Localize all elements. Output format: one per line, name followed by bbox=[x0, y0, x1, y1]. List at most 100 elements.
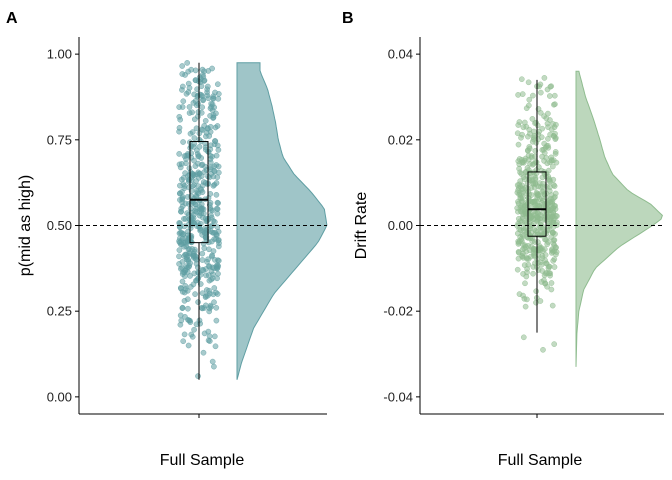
data-point bbox=[187, 130, 194, 137]
data-point bbox=[199, 266, 206, 273]
data-point bbox=[179, 278, 186, 285]
data-point bbox=[547, 159, 553, 166]
data-point bbox=[515, 92, 521, 98]
data-point bbox=[521, 119, 528, 126]
data-point bbox=[214, 275, 220, 282]
data-point bbox=[191, 91, 198, 98]
data-point bbox=[191, 157, 197, 164]
x-axis-title: Full Sample bbox=[160, 452, 245, 469]
data-point bbox=[546, 93, 553, 99]
data-point bbox=[214, 174, 221, 181]
panel-tag: A bbox=[6, 10, 18, 27]
data-point bbox=[205, 95, 212, 102]
data-point bbox=[200, 349, 207, 356]
y-tick-label: -0.04 bbox=[383, 389, 413, 404]
data-point bbox=[525, 156, 532, 163]
data-point bbox=[207, 123, 214, 130]
data-point bbox=[213, 180, 220, 186]
data-point bbox=[210, 218, 217, 224]
data-point bbox=[525, 79, 532, 86]
data-point bbox=[207, 156, 214, 162]
y-tick-label: 0.50 bbox=[47, 218, 72, 233]
data-point bbox=[214, 206, 221, 212]
data-point bbox=[195, 153, 202, 160]
data-point bbox=[191, 326, 197, 333]
data-point bbox=[204, 89, 210, 96]
data-point bbox=[537, 89, 544, 96]
data-point bbox=[192, 291, 198, 297]
data-point bbox=[187, 317, 193, 324]
data-point bbox=[184, 296, 191, 303]
data-point bbox=[189, 109, 195, 116]
data-point bbox=[518, 76, 525, 83]
data-point bbox=[186, 165, 193, 172]
panel-a: A 0.00 0.25 0.50 0.75 1.00 Full Sample p(mid as… bbox=[6, 10, 328, 469]
data-point bbox=[187, 205, 194, 212]
data-point bbox=[195, 190, 202, 197]
data-points bbox=[176, 60, 222, 379]
data-point bbox=[214, 123, 221, 129]
data-point bbox=[544, 269, 550, 276]
y-tick-label: 0.25 bbox=[47, 304, 72, 319]
data-point bbox=[204, 83, 211, 90]
data-point bbox=[181, 331, 188, 338]
data-point bbox=[532, 202, 539, 209]
data-point bbox=[179, 63, 186, 69]
data-point bbox=[185, 258, 192, 264]
data-point bbox=[198, 162, 205, 169]
data-point bbox=[213, 317, 220, 324]
data-point bbox=[530, 216, 537, 222]
data-point bbox=[518, 219, 525, 225]
data-point bbox=[186, 104, 193, 110]
data-point bbox=[546, 177, 553, 184]
data-point bbox=[195, 299, 201, 305]
data-point bbox=[548, 192, 555, 198]
data-point bbox=[213, 191, 220, 198]
panel-tag: B bbox=[342, 10, 354, 27]
data-point bbox=[541, 158, 547, 164]
data-point bbox=[206, 308, 213, 315]
data-point bbox=[193, 260, 200, 267]
data-point bbox=[516, 165, 522, 172]
data-point bbox=[519, 91, 526, 97]
data-point bbox=[553, 249, 560, 255]
data-point bbox=[540, 146, 547, 153]
data-point bbox=[544, 241, 551, 248]
data-point bbox=[533, 288, 540, 295]
data-point bbox=[515, 141, 522, 148]
data-point bbox=[543, 217, 550, 224]
data-point bbox=[532, 246, 538, 252]
data-point bbox=[195, 276, 201, 282]
data-point bbox=[208, 268, 215, 275]
data-point bbox=[206, 277, 213, 284]
data-point bbox=[532, 239, 538, 245]
data-point bbox=[181, 153, 188, 159]
data-point bbox=[519, 195, 526, 201]
data-point bbox=[187, 284, 194, 290]
data-point bbox=[206, 133, 213, 139]
data-point bbox=[550, 182, 557, 188]
data-point bbox=[523, 248, 530, 255]
data-point bbox=[540, 346, 546, 353]
data-point bbox=[523, 105, 530, 112]
data-point bbox=[185, 305, 191, 312]
data-point bbox=[550, 121, 556, 127]
data-point bbox=[180, 338, 187, 345]
data-point bbox=[551, 264, 558, 270]
data-point bbox=[191, 135, 198, 141]
data-point bbox=[205, 328, 212, 335]
data-point bbox=[182, 286, 189, 292]
data-point bbox=[180, 139, 186, 145]
data-point bbox=[551, 92, 558, 99]
data-point bbox=[533, 167, 540, 173]
data-point bbox=[211, 168, 217, 174]
data-point bbox=[215, 200, 221, 206]
data-point bbox=[215, 263, 222, 270]
data-point bbox=[539, 268, 546, 274]
data-point bbox=[516, 119, 523, 125]
y-tick-label: 0.04 bbox=[388, 47, 413, 62]
data-point bbox=[521, 295, 528, 302]
data-point bbox=[201, 305, 208, 311]
data-point bbox=[213, 152, 220, 159]
data-point bbox=[182, 314, 188, 320]
